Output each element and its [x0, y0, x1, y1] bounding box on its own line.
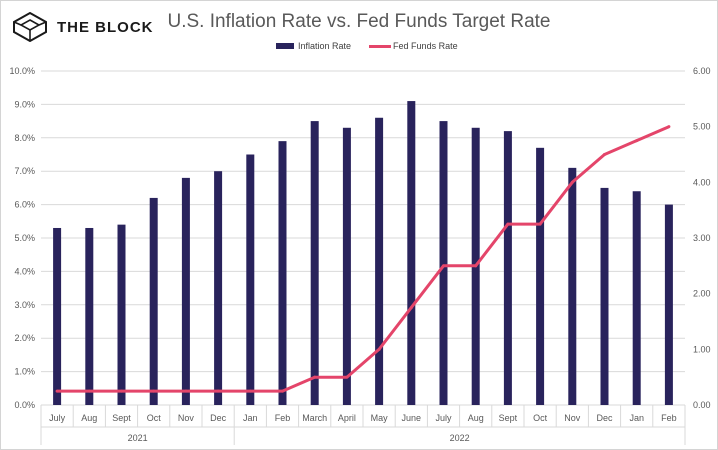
bar-inflation-rate	[278, 141, 287, 405]
legend-label-inflation: Inflation Rate	[298, 41, 352, 51]
bar-inflation-rate	[181, 177, 190, 405]
x-axis-category-label: Jan	[243, 413, 258, 423]
cube-logo-icon	[13, 12, 47, 42]
point-fed-funds-rate	[87, 389, 91, 393]
x-axis-category-label: April	[338, 413, 356, 423]
point-fed-funds-rate	[216, 389, 220, 393]
bar-inflation-rate	[214, 171, 223, 405]
bar-inflation-rate	[664, 204, 673, 405]
left-axis-tick-label: 4.0%	[14, 266, 35, 276]
point-fed-funds-rate	[120, 389, 123, 393]
x-axis-category-label: June	[402, 413, 422, 423]
bar-inflation-rate	[600, 187, 609, 405]
left-axis-tick-label: 0.0%	[14, 400, 35, 410]
x-axis-category-label: Nov	[564, 413, 581, 423]
point-fed-funds-rate	[409, 306, 413, 310]
x-axis-category-label: Sept	[499, 413, 518, 423]
point-fed-funds-rate	[281, 389, 284, 393]
x-axis-category-label: Aug	[468, 413, 484, 423]
line-fed-funds-rate	[57, 125, 670, 393]
brand-name: THE BLOCK	[57, 18, 154, 36]
point-fed-funds-rate	[506, 222, 510, 226]
right-axis-tick-label: 0.00	[693, 400, 711, 410]
x-axis-category-label: Oct	[533, 413, 548, 423]
x-axis-category-label: May	[371, 413, 389, 423]
right-axis-tick-label: 3.00	[693, 233, 711, 243]
left-axis-tick-label: 6.0%	[14, 200, 35, 210]
bar-inflation-rate	[407, 101, 416, 405]
point-fed-funds-rate	[635, 139, 639, 143]
bar-inflation-rate	[53, 227, 62, 405]
point-fed-funds-rate	[442, 264, 445, 268]
bar-inflation-rate	[117, 224, 126, 405]
x-axis-year-label: 2022	[450, 433, 470, 443]
x-axis-category-label: Dec	[596, 413, 613, 423]
chart-legend: Inflation Rate Fed Funds Rate	[276, 41, 476, 51]
legend-item-fed-funds: Fed Funds Rate	[369, 41, 458, 51]
point-fed-funds-rate	[474, 264, 478, 268]
bar-inflation-rate	[310, 121, 319, 405]
right-axis-tick-label: 6.00	[693, 66, 711, 76]
left-axis-tick-label: 1.0%	[14, 367, 35, 377]
x-axis-category-label: Sept	[112, 413, 131, 423]
right-axis-tick-label: 1.00	[693, 344, 711, 354]
bar-inflation-rate	[149, 197, 158, 405]
x-axis-category-label: Feb	[661, 413, 677, 423]
left-axis-tick-label: 7.0%	[14, 166, 35, 176]
left-axis-tick-label: 3.0%	[14, 300, 35, 310]
bar-inflation-rate	[632, 191, 641, 405]
brand-logo: THE BLOCK	[13, 12, 154, 42]
point-fed-funds-rate	[184, 389, 188, 393]
right-axis-tick-label: 2.00	[693, 289, 711, 299]
x-axis-category-label: July	[49, 413, 66, 423]
bar-inflation-rate	[503, 131, 512, 405]
point-fed-funds-rate	[248, 389, 252, 393]
bar-inflation-rate	[536, 147, 545, 405]
bar-inflation-rate	[439, 121, 448, 405]
chart-title: U.S. Inflation Rate vs. Fed Funds Target…	[167, 11, 551, 32]
point-fed-funds-rate	[152, 389, 156, 393]
x-axis-category-label: Jan	[629, 413, 644, 423]
left-axis-tick-label: 2.0%	[14, 333, 35, 343]
x-axis-category-label: Oct	[147, 413, 162, 423]
right-axis-tick-label: 5.00	[693, 122, 711, 132]
point-fed-funds-rate	[570, 180, 574, 184]
right-axis-tick-label: 4.00	[693, 177, 711, 187]
bar-inflation-rate	[342, 127, 351, 405]
legend-swatch-bar	[276, 43, 294, 49]
x-axis-category-label: Feb	[275, 413, 291, 423]
point-fed-funds-rate	[667, 125, 671, 129]
point-fed-funds-rate	[345, 375, 349, 379]
point-fed-funds-rate	[377, 347, 381, 351]
x-axis-year-label: 2021	[128, 433, 148, 443]
x-axis-category-label: July	[435, 413, 452, 423]
bar-inflation-rate	[375, 117, 384, 405]
legend-label-fed-funds: Fed Funds Rate	[393, 41, 458, 51]
left-axis-tick-label: 10.0%	[9, 66, 35, 76]
x-axis-category-label: Nov	[178, 413, 195, 423]
point-fed-funds-rate	[538, 222, 542, 226]
legend-swatch-line	[369, 44, 392, 48]
left-axis-tick-label: 9.0%	[14, 99, 35, 109]
left-axis-tick-label: 5.0%	[14, 233, 35, 243]
x-axis-category-label: Dec	[210, 413, 227, 423]
point-fed-funds-rate	[313, 375, 317, 379]
point-fed-funds-rate	[55, 389, 59, 393]
bar-inflation-rate	[246, 154, 255, 405]
left-axis-tick-label: 8.0%	[14, 133, 35, 143]
x-axis-category-label: Aug	[81, 413, 97, 423]
bar-inflation-rate	[85, 227, 94, 405]
legend-item-inflation: Inflation Rate	[276, 41, 351, 51]
bar-inflation-rate	[568, 167, 577, 405]
point-fed-funds-rate	[603, 153, 606, 156]
x-axis-category-label: March	[302, 413, 327, 423]
